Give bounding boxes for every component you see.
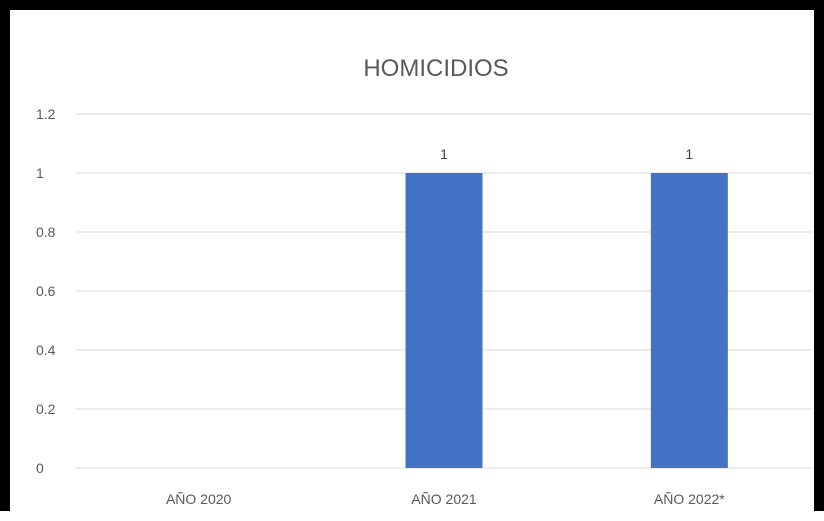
- bar-data-label: 1: [685, 146, 693, 162]
- bar: [650, 173, 728, 468]
- y-axis-tick-labels: 0 0.2 0.4 0.6 0.8 1 1.2: [36, 106, 56, 476]
- bars: [405, 173, 728, 468]
- y-tick-label: 0.4: [36, 342, 56, 358]
- y-tick-label: 0.8: [36, 224, 56, 240]
- y-tick-label: 0.6: [36, 283, 56, 299]
- x-tick-label: AÑO 2020: [166, 491, 232, 507]
- chart-title: HOMICIDIOS: [363, 55, 508, 82]
- y-tick-label: 0: [36, 460, 44, 476]
- bar: [405, 173, 483, 468]
- y-tick-label: 1: [36, 165, 44, 181]
- y-tick-label: 0.2: [36, 401, 56, 417]
- x-axis-tick-labels: AÑO 2020 AÑO 2021 AÑO 2022*: [166, 491, 725, 507]
- bar-data-label: 1: [440, 146, 448, 162]
- x-tick-label: AÑO 2022*: [654, 491, 725, 507]
- y-tick-label: 1.2: [36, 106, 56, 122]
- x-tick-label: AÑO 2021: [411, 491, 477, 507]
